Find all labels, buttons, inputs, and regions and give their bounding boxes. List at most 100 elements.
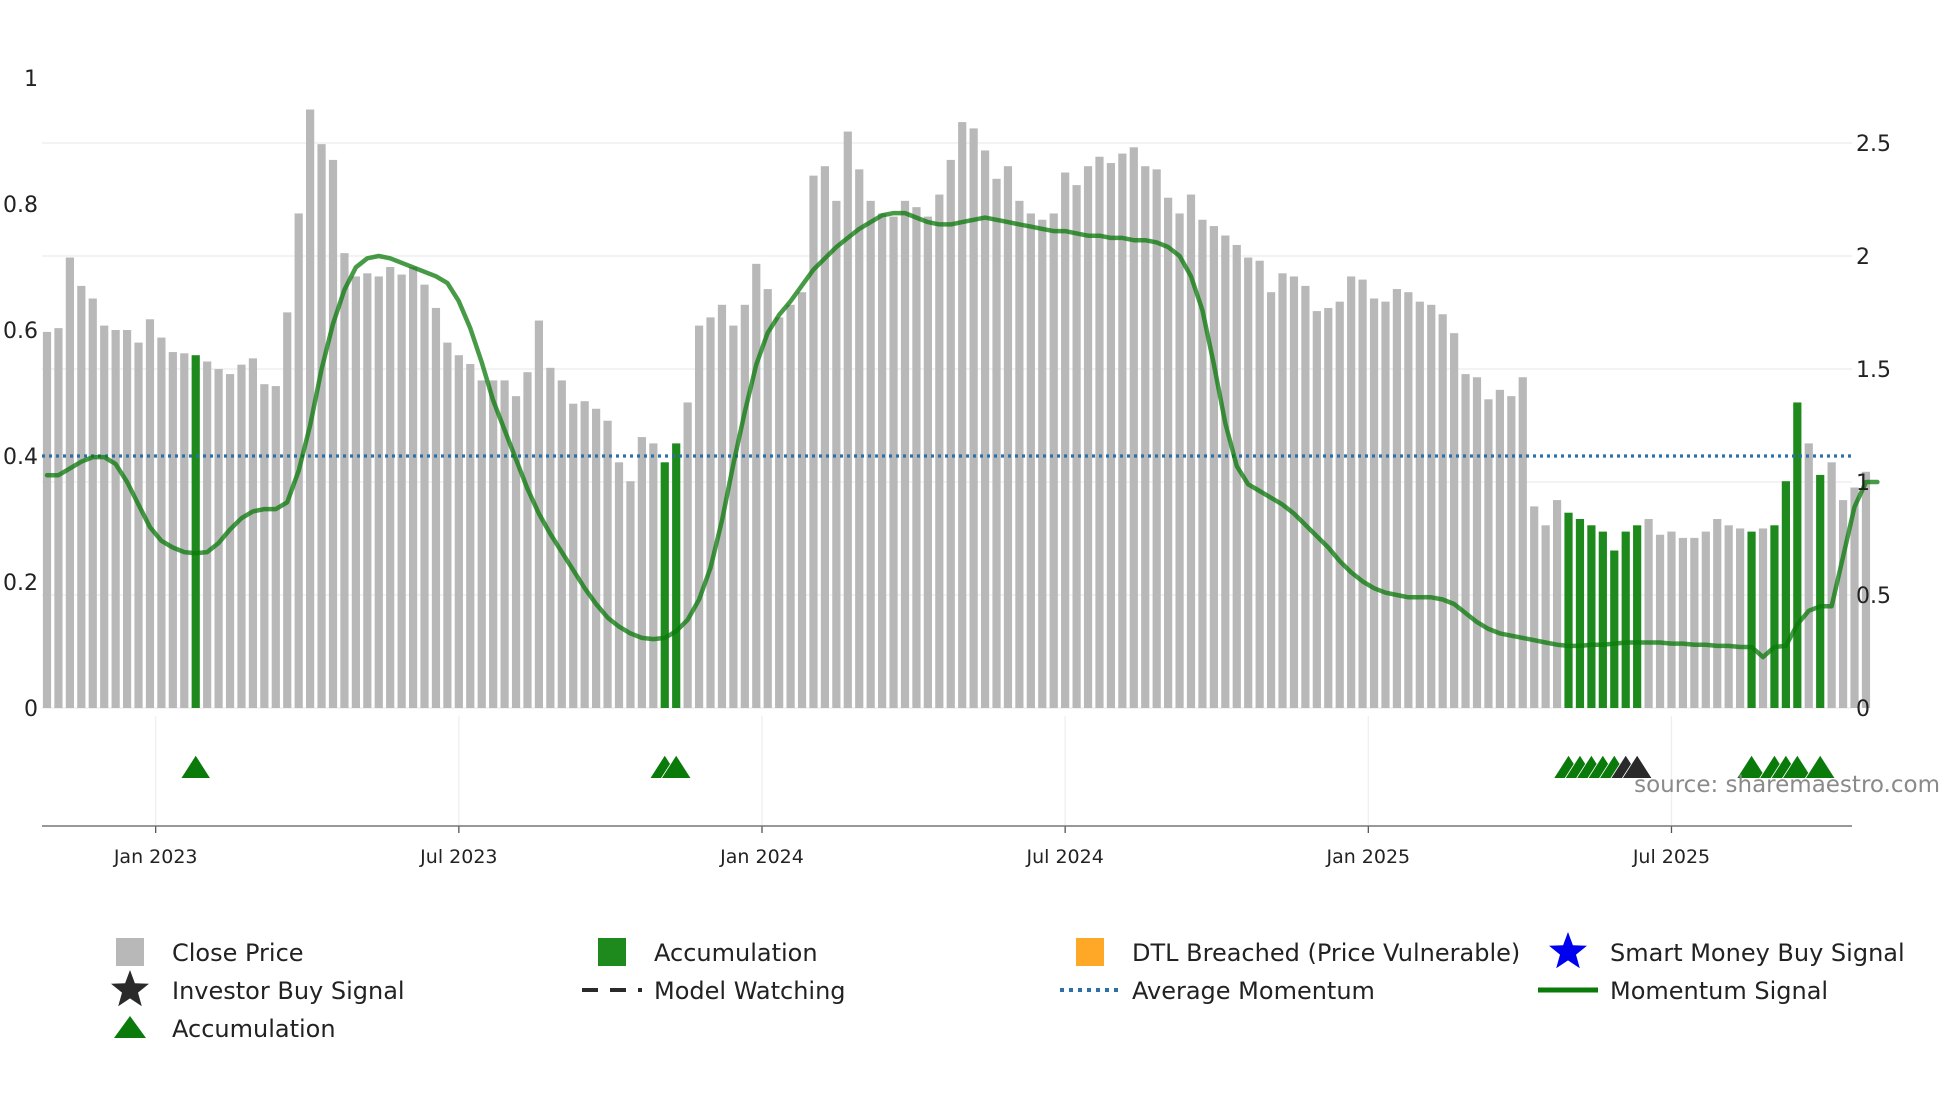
close-price-bar — [203, 361, 212, 708]
legend-square-swatch — [598, 938, 626, 966]
close-price-bar — [603, 420, 612, 708]
close-price-bar — [466, 364, 475, 708]
close-price-bar — [820, 166, 830, 708]
legend-label: Accumulation — [172, 1015, 336, 1043]
close-price-bar — [1038, 219, 1047, 708]
close-price-bar — [1095, 156, 1104, 708]
x-tick-label: Jul 2025 — [1632, 846, 1710, 868]
momentum-line — [44, 210, 1880, 660]
accumulation-bar — [1587, 525, 1596, 708]
close-price-bar — [717, 304, 727, 708]
close-price-bar — [1541, 525, 1550, 708]
close-price-bar — [1850, 487, 1859, 708]
close-price-bar — [1827, 462, 1836, 708]
close-price-bar — [54, 328, 63, 708]
legend-label: Close Price — [172, 939, 304, 967]
close-price-bar — [111, 330, 120, 708]
y-left-tick-label: 0.4 — [3, 445, 38, 470]
close-price-bar — [489, 380, 498, 708]
close-price-bar — [134, 342, 143, 708]
y-right-tick-label: 0 — [1856, 697, 1870, 722]
close-price-bar — [1312, 311, 1321, 708]
close-price-bar — [683, 402, 692, 708]
close-price-bar — [1690, 537, 1699, 708]
legend-square-swatch — [1076, 938, 1104, 966]
close-price-bar — [1701, 531, 1710, 708]
close-price-bar — [374, 276, 383, 708]
close-price-bar — [912, 207, 921, 708]
close-price-bar — [1152, 169, 1161, 709]
close-price-bar — [168, 352, 177, 708]
close-price-bar — [878, 213, 887, 708]
momentum-signal-line — [44, 210, 1880, 660]
close-price-bar — [592, 408, 601, 708]
close-price-bar — [1392, 289, 1402, 708]
y-right-tick-label: 1.5 — [1856, 358, 1891, 383]
close-price-bar — [511, 396, 521, 708]
accumulation-bar — [672, 443, 681, 708]
close-price-bar — [225, 374, 235, 708]
close-price-bar — [1335, 301, 1344, 708]
close-price-bar — [306, 109, 315, 708]
close-price-bar — [77, 285, 86, 708]
accumulation-bar — [1781, 481, 1790, 708]
close-price-bar — [1724, 525, 1733, 708]
close-price-bar — [855, 169, 864, 709]
x-tick-label: Jan 2023 — [113, 846, 198, 868]
close-price-bar — [614, 462, 624, 708]
legend: Close Price Accumulation DTL Breached (Pri… — [111, 932, 1905, 1043]
close-price-bar — [935, 194, 944, 709]
close-price-bar — [969, 128, 978, 708]
close-price-bar — [180, 353, 189, 708]
y-right-tick-label: 2 — [1856, 245, 1870, 270]
close-price-bar — [1232, 244, 1241, 708]
close-price-bar — [1141, 166, 1150, 708]
close-price-bar — [100, 325, 109, 708]
y-right-tick-label: 1 — [1856, 471, 1870, 496]
bars — [42, 109, 1871, 709]
close-price-bar — [454, 355, 463, 708]
close-price-bar — [980, 150, 990, 708]
accumulation-bar — [1633, 525, 1642, 708]
close-price-bar — [1404, 292, 1413, 708]
accumulation-bar — [1816, 474, 1825, 708]
close-price-bar — [706, 317, 715, 708]
accumulation-signal-marker — [180, 754, 212, 779]
close-price-bar — [626, 481, 635, 708]
accumulation-bar — [191, 355, 200, 708]
close-price-bar — [1209, 226, 1218, 709]
close-price-bar — [386, 267, 395, 708]
close-price-bar — [580, 401, 589, 708]
accumulation-bar — [1793, 402, 1802, 708]
accumulation-bar — [1621, 531, 1630, 708]
close-price-bar — [1736, 528, 1745, 708]
close-price-bar — [294, 213, 303, 708]
close-price-bar — [431, 307, 441, 708]
close-price-bar — [1347, 276, 1356, 708]
close-price-bar — [1427, 304, 1436, 708]
close-price-bar — [1838, 500, 1848, 708]
legend-label: Investor Buy Signal — [172, 977, 405, 1005]
legend-square-swatch — [116, 938, 144, 966]
close-price-bar — [1221, 235, 1230, 708]
close-price-bar — [1106, 163, 1116, 709]
accumulation-signal-marker — [660, 754, 692, 779]
accumulation-bar — [1610, 550, 1619, 708]
close-price-bar — [1015, 200, 1024, 708]
close-price-bar — [408, 267, 418, 708]
close-price-bar — [740, 304, 749, 708]
close-price-bar — [775, 317, 784, 708]
close-price-bar — [1484, 399, 1493, 708]
close-price-bar — [1713, 519, 1722, 708]
close-price-bar — [1507, 396, 1516, 708]
x-tick-label: Jul 2023 — [419, 846, 497, 868]
accumulation-signal-marker — [1735, 754, 1768, 779]
close-price-bar — [1289, 276, 1299, 708]
legend-label: Average Momentum — [1132, 977, 1375, 1005]
close-price-bar — [271, 386, 280, 708]
close-price-bar — [694, 325, 704, 708]
y-left-tick-label: 0.2 — [3, 571, 38, 596]
close-price-bar — [1324, 307, 1333, 708]
close-price-bar — [1804, 443, 1813, 708]
